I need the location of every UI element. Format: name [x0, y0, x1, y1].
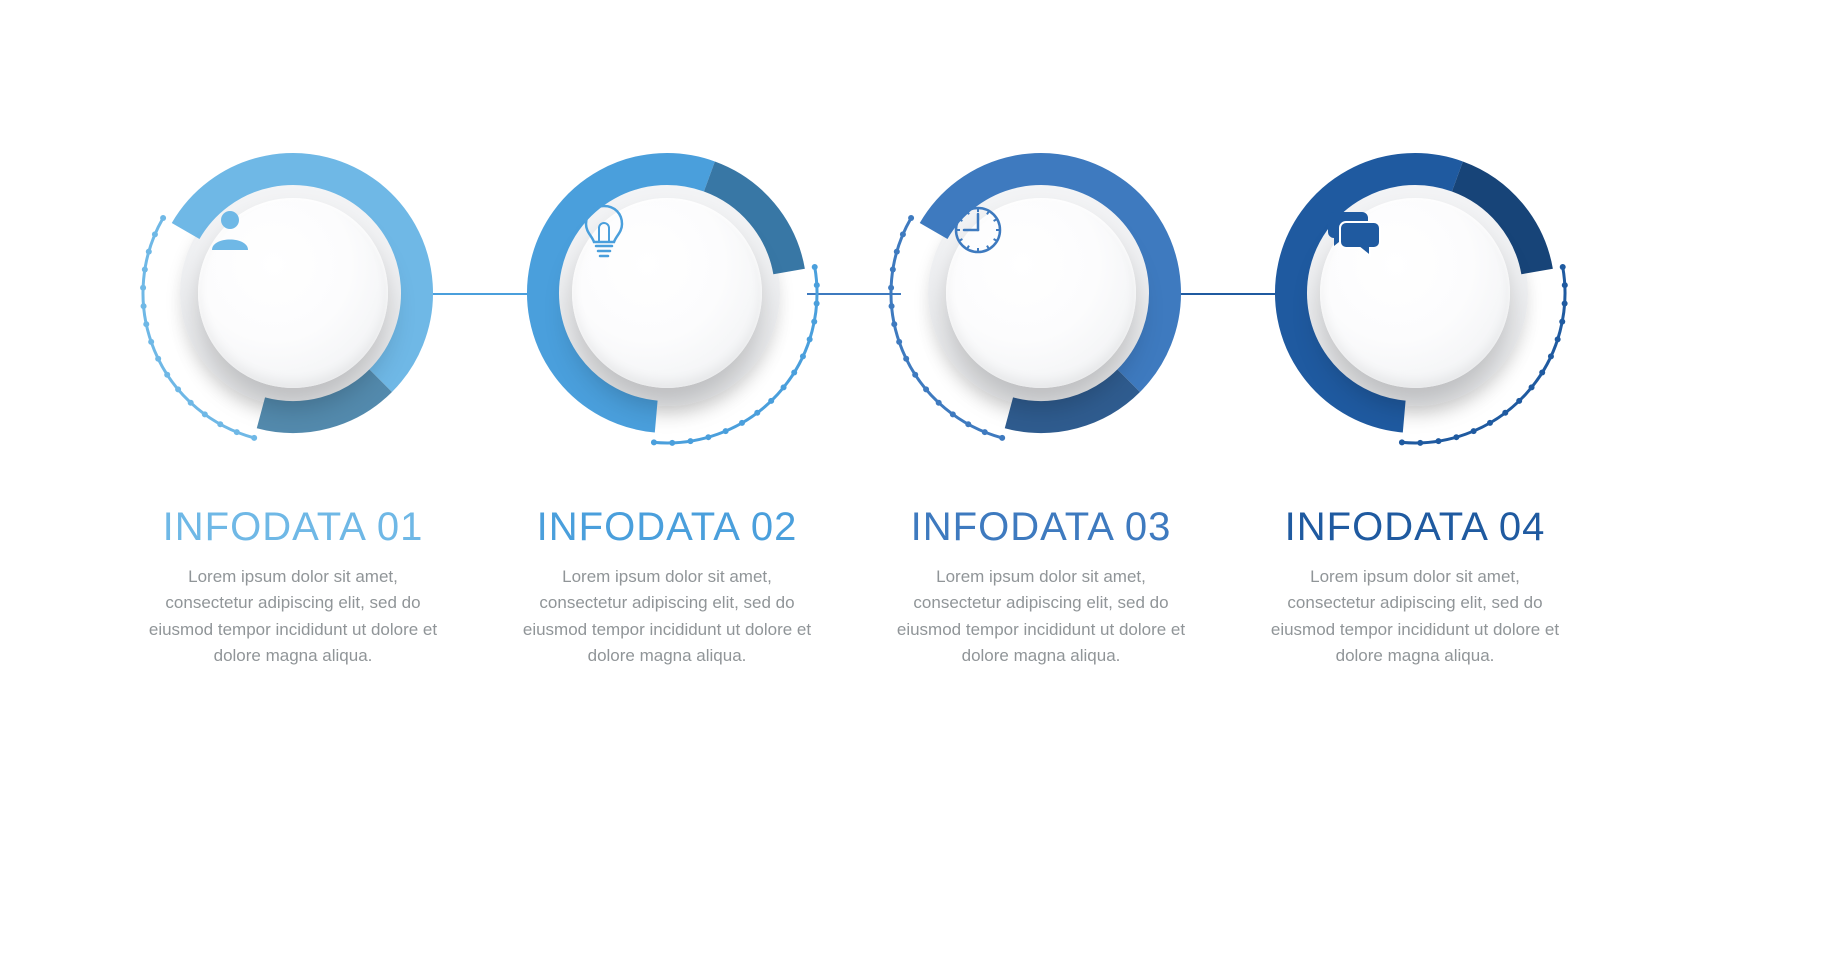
inner-disc: [1320, 198, 1510, 388]
step-1-medallion: [138, 138, 448, 448]
step-3-text: INFODATA 03 Lorem ipsum dolor sit amet, c…: [881, 505, 1201, 686]
step-2-medallion: [512, 138, 822, 448]
inner-disc: [572, 198, 762, 388]
step-4-text: INFODATA 04 Lorem ipsum dolor sit amet, c…: [1255, 505, 1575, 686]
inner-disc: [198, 198, 388, 388]
step-2-text: INFODATA 02 Lorem ipsum dolor sit amet, c…: [507, 505, 827, 686]
lightbulb-icon: [572, 198, 636, 262]
infographic-canvas: INFODATA 01 Lorem ipsum dolor sit amet, c…: [0, 0, 1845, 980]
person-icon: [198, 198, 262, 262]
chat-icon: [1320, 198, 1384, 262]
step-3-medallion: [886, 138, 1196, 448]
step-title: INFODATA 03: [881, 505, 1201, 550]
step-title: INFODATA 04: [1255, 505, 1575, 550]
step-1-text: INFODATA 01 Lorem ipsum dolor sit amet, c…: [133, 505, 453, 686]
step-body: Lorem ipsum dolor sit amet, consectetur …: [1255, 564, 1575, 669]
clock-icon: [946, 198, 1010, 262]
step-title: INFODATA 02: [507, 505, 827, 550]
step-body: Lorem ipsum dolor sit amet, consectetur …: [507, 564, 827, 669]
step-4-medallion: [1260, 138, 1570, 448]
step-body: Lorem ipsum dolor sit amet, consectetur …: [881, 564, 1201, 669]
step-body: Lorem ipsum dolor sit amet, consectetur …: [133, 564, 453, 669]
step-title: INFODATA 01: [133, 505, 453, 550]
inner-disc: [946, 198, 1136, 388]
